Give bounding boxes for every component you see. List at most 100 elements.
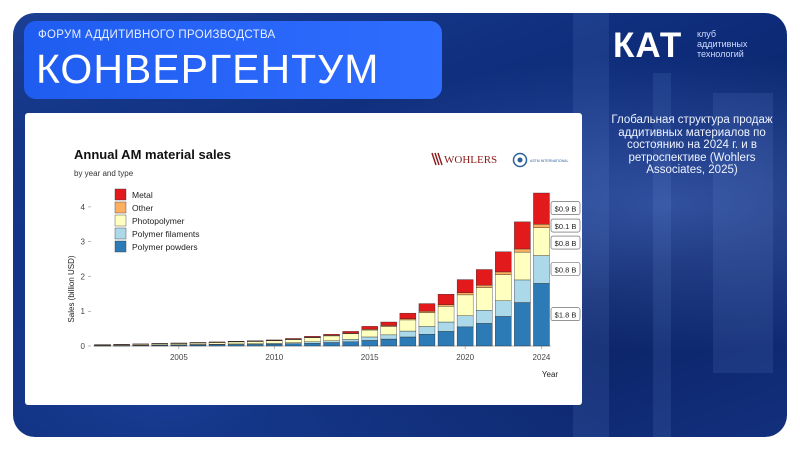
bar-segment-metal <box>399 312 417 319</box>
x-tick-label: 2005 <box>170 353 188 362</box>
bar-segment-polymer-powders <box>514 302 531 347</box>
bar-segment-photopolymer <box>380 326 397 336</box>
bar-segment-polymer-filaments <box>399 330 417 338</box>
bar-segment-metal <box>361 326 378 330</box>
bar-segment-photopolymer <box>247 341 264 344</box>
legend-swatch <box>114 188 127 201</box>
bar-segment-metal <box>266 339 283 341</box>
bar-segment-polymer-filaments <box>495 300 512 317</box>
data-label-box <box>550 307 581 322</box>
tagline-line: технологий <box>697 49 744 59</box>
bar-segment-polymer-filaments <box>342 339 359 343</box>
bar-segment-metal <box>495 251 512 273</box>
astm-mark-icon <box>517 157 523 163</box>
forum-label: ФОРУМ АДДИТИВНОГО ПРОИЗВОДСТВА <box>38 29 276 41</box>
legend-swatch <box>114 214 127 227</box>
chart-description: Глобальная структура продаж аддитивных м… <box>611 114 773 176</box>
data-label-box <box>550 218 581 233</box>
y-ticks: 0 1 2 3 4 <box>81 203 91 351</box>
y-tick-label: 2 <box>81 272 86 281</box>
wohlers-logo-text: WOHLERS <box>444 154 497 166</box>
legend-label: Other <box>132 203 153 213</box>
bar-segment-metal <box>476 269 493 286</box>
bar-segment-polymer-filaments <box>514 279 531 303</box>
bar-segment-photopolymer <box>227 341 245 345</box>
bar-segment-polymer-powders <box>399 336 417 347</box>
bar-segment-photopolymer <box>304 337 321 343</box>
bar-segment-photopolymer <box>285 339 302 343</box>
bar-segment-metal <box>323 334 340 336</box>
bar-segment-photopolymer <box>361 329 378 338</box>
bar-segment-other <box>476 284 493 288</box>
title-banner <box>24 21 442 99</box>
y-axis-label: Sales (billion USD) <box>67 255 76 322</box>
bar-segment-other <box>418 311 436 313</box>
data-label: $0.9 B <box>555 205 577 214</box>
bar-segment-photopolymer <box>456 294 474 316</box>
bar-segment-other <box>533 224 550 228</box>
x-tick-label: 2024 <box>533 353 551 362</box>
bar-segment-photopolymer <box>342 333 359 340</box>
data-label: $0.1 B <box>555 222 577 231</box>
data-label-box <box>550 201 581 215</box>
data-label: $0.8 B <box>555 266 577 275</box>
legend-label: Polymer powders <box>132 242 198 252</box>
page-title: КОНВЕРГЕНТУМ <box>36 46 380 92</box>
legend-label: Photopolymer <box>132 216 185 226</box>
bar-segment-photopolymer <box>533 227 550 256</box>
chart-subtitle: by year and type <box>74 169 134 178</box>
bar-segment-photopolymer <box>266 340 283 344</box>
bar-segment-metal <box>342 331 359 334</box>
bar-segment-polymer-powders <box>380 338 397 347</box>
y-tick-label: 0 <box>81 342 86 351</box>
bar-segment-photopolymer <box>495 274 512 301</box>
legend-swatch <box>114 201 127 214</box>
data-labels: $0.9 B $0.1 B $0.8 B $0.8 B $1.8 B <box>550 201 581 322</box>
bar-segment-polymer-filaments <box>456 315 474 328</box>
bar-segment-photopolymer <box>399 319 417 332</box>
data-label: $1.8 B <box>555 311 577 320</box>
bar-segment-polymer-filaments <box>437 321 455 332</box>
y-tick-label: 3 <box>81 238 86 247</box>
y-tick-label: 1 <box>81 307 86 316</box>
bar-segment-metal <box>304 336 321 338</box>
bar-segment-other <box>456 292 474 296</box>
bar-segment-polymer-powders <box>495 316 512 347</box>
bar-segment-metal <box>533 192 550 225</box>
tagline-line: клуб <box>697 29 717 39</box>
bar-segment-other <box>514 248 531 253</box>
bar-segment-polymer-powders <box>208 344 226 347</box>
bar-segment-photopolymer <box>437 306 455 323</box>
bars <box>94 192 550 347</box>
bar-segment-polymer-powders <box>533 283 550 347</box>
bar-segment-polymer-powders <box>227 344 245 347</box>
y-tick-label: 4 <box>81 203 86 212</box>
bar-segment-polymer-powders <box>285 343 302 347</box>
data-label: $0.8 B <box>555 239 577 248</box>
bar-segment-other <box>495 271 512 275</box>
astm-logo-text: ASTM INTERNATIONAL <box>530 159 568 163</box>
legend: Metal Other Photopolymer Polymer filaments P… <box>114 188 200 253</box>
astm-mark-icon <box>512 152 528 168</box>
x-tick-label: 2020 <box>456 353 474 362</box>
kat-logo: КАТ <box>613 26 683 65</box>
bar-segment-metal <box>514 221 531 250</box>
bar-segment-polymer-filaments <box>476 310 493 324</box>
legend-swatch <box>114 227 127 240</box>
data-label-box <box>550 262 581 276</box>
bar-segment-metal <box>380 321 397 326</box>
wohlers-logo: WOHLERS <box>431 152 497 166</box>
bar-segment-polymer-filaments <box>380 334 397 340</box>
bar-segment-photopolymer <box>323 335 340 341</box>
bar-segment-metal <box>285 338 302 340</box>
chart-svg: Annual AM material sales by year and typ… <box>67 147 581 379</box>
bar-segment-photopolymer <box>476 287 493 311</box>
legend-label: Polymer filaments <box>132 229 200 239</box>
bar-segment-other <box>399 318 417 321</box>
legend-swatch <box>114 240 127 253</box>
background-decoration <box>653 73 671 437</box>
bar-segment-polymer-filaments <box>323 340 340 343</box>
wohlers-mark-icon <box>431 152 443 166</box>
bar-segment-polymer-powders <box>342 341 359 347</box>
bar-segment-photopolymer <box>418 312 436 327</box>
